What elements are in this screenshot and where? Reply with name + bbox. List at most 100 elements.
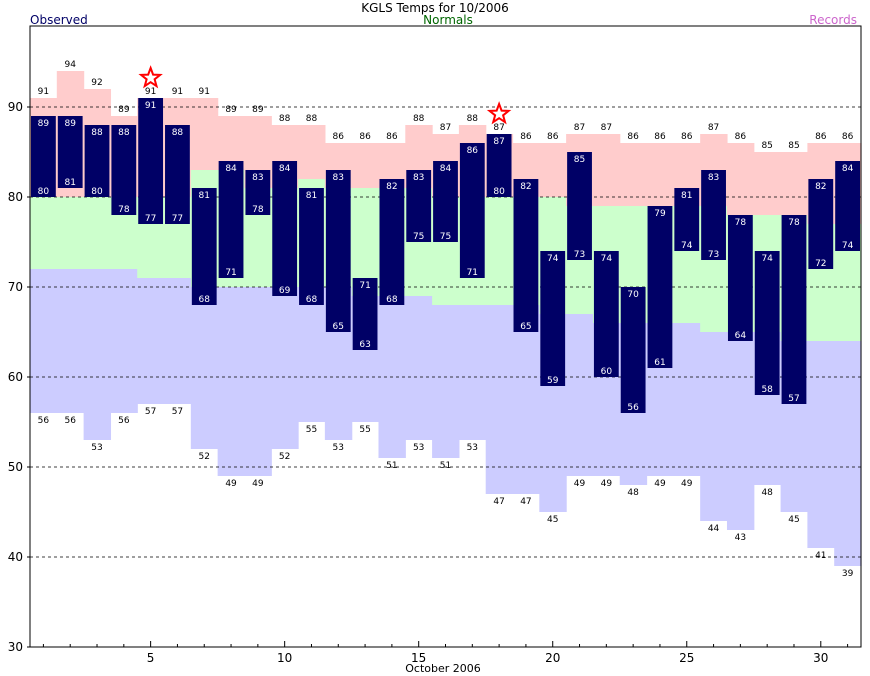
observed-bar bbox=[647, 206, 673, 368]
record-low-label: 47 bbox=[520, 497, 531, 507]
normal-band bbox=[485, 197, 514, 305]
record-high-label: 86 bbox=[735, 132, 747, 142]
observed-low-label: 72 bbox=[815, 259, 826, 269]
record-low-label: 53 bbox=[333, 443, 344, 453]
record-low-band bbox=[458, 305, 487, 440]
record-low-label: 57 bbox=[145, 407, 156, 417]
record-high-band bbox=[619, 143, 648, 206]
record-low-band bbox=[405, 296, 433, 440]
observed-bars-layer bbox=[31, 98, 860, 413]
observed-bar bbox=[379, 179, 405, 305]
observed-bar bbox=[191, 188, 217, 305]
record-low-band bbox=[83, 269, 112, 440]
record-low-label: 49 bbox=[681, 479, 693, 489]
record-high-label: 86 bbox=[627, 132, 639, 142]
record-high-label: 94 bbox=[64, 60, 76, 70]
data-labels-layer: 91 56 89 80 94 56 89 81 92 53 88 80 89 56 88 78 91 57 91 77… bbox=[38, 60, 854, 579]
record-low-band bbox=[110, 269, 138, 413]
y-tick-label: 40 bbox=[8, 550, 23, 564]
legend-normals: Normals bbox=[423, 13, 473, 27]
chart-title: KGLS Temps for 10/2006 bbox=[361, 1, 509, 15]
y-tick-label: 30 bbox=[8, 640, 23, 654]
observed-bar bbox=[406, 170, 432, 242]
record-low-band bbox=[726, 332, 755, 530]
x-tick-label: 5 bbox=[147, 651, 155, 665]
record-high-label: 92 bbox=[91, 78, 102, 88]
observed-high-label: 78 bbox=[788, 218, 800, 228]
record-low-label: 48 bbox=[627, 488, 639, 498]
record-low-label: 39 bbox=[842, 569, 854, 579]
record-high-band bbox=[592, 134, 621, 206]
record-high-label: 85 bbox=[761, 141, 772, 151]
observed-bar bbox=[540, 251, 566, 386]
observed-high-label: 88 bbox=[172, 128, 184, 138]
y-tick-label: 70 bbox=[8, 280, 23, 294]
record-high-label: 86 bbox=[681, 132, 693, 142]
observed-bar bbox=[781, 215, 807, 404]
observed-low-label: 57 bbox=[788, 394, 799, 404]
observed-low-label: 77 bbox=[172, 214, 183, 224]
observed-low-label: 64 bbox=[735, 331, 747, 341]
observed-bar bbox=[459, 143, 485, 278]
observed-low-label: 73 bbox=[708, 250, 719, 260]
observed-low-label: 74 bbox=[681, 241, 693, 251]
observed-high-label: 82 bbox=[815, 182, 826, 192]
observed-low-label: 77 bbox=[145, 214, 156, 224]
normal-band bbox=[30, 197, 58, 269]
record-low-label: 56 bbox=[64, 416, 76, 426]
record-low-label: 51 bbox=[440, 461, 451, 471]
record-high-band bbox=[298, 125, 326, 179]
observed-low-label: 69 bbox=[279, 286, 291, 296]
record-low-band bbox=[217, 287, 246, 476]
observed-high-label: 84 bbox=[279, 164, 291, 174]
y-tick-label: 50 bbox=[8, 460, 23, 474]
record-low-label: 49 bbox=[225, 479, 237, 489]
observed-low-label: 81 bbox=[64, 178, 75, 188]
observed-low-label: 80 bbox=[493, 187, 505, 197]
observed-low-label: 68 bbox=[306, 295, 318, 305]
record-high-band bbox=[780, 152, 808, 215]
observed-high-label: 83 bbox=[333, 173, 344, 183]
x-tick-label: 15 bbox=[411, 651, 426, 665]
record-high-label: 86 bbox=[386, 132, 398, 142]
record-low-band bbox=[30, 269, 58, 413]
record-low-label: 41 bbox=[815, 551, 826, 561]
observed-low-label: 74 bbox=[842, 241, 854, 251]
record-low-band bbox=[244, 287, 272, 476]
record-high-label: 87 bbox=[708, 123, 719, 133]
record-low-label: 53 bbox=[467, 443, 478, 453]
observed-high-label: 79 bbox=[654, 209, 666, 219]
record-high-label: 91 bbox=[38, 87, 49, 97]
record-high-label: 86 bbox=[520, 132, 532, 142]
observed-bar bbox=[84, 125, 110, 197]
observed-high-label: 85 bbox=[574, 155, 585, 165]
observed-high-label: 88 bbox=[91, 128, 103, 138]
observed-bar bbox=[138, 98, 164, 224]
observed-high-label: 82 bbox=[386, 182, 397, 192]
record-high-label: 86 bbox=[359, 132, 371, 142]
observed-bar bbox=[272, 161, 298, 296]
record-high-label: 89 bbox=[118, 105, 130, 115]
observed-bar bbox=[31, 116, 56, 197]
observed-bar bbox=[674, 188, 700, 251]
observed-high-label: 71 bbox=[359, 281, 370, 291]
observed-low-label: 78 bbox=[118, 205, 130, 215]
record-high-label: 88 bbox=[467, 114, 479, 124]
observed-low-label: 59 bbox=[547, 376, 559, 386]
legend-observed: Observed bbox=[30, 13, 88, 27]
normal-band bbox=[83, 197, 112, 269]
observed-high-label: 83 bbox=[252, 173, 263, 183]
record-low-label: 55 bbox=[359, 425, 370, 435]
record-high-label: 89 bbox=[225, 105, 237, 115]
observed-bar bbox=[352, 278, 378, 350]
record-low-label: 49 bbox=[252, 479, 264, 489]
observed-low-label: 75 bbox=[413, 232, 424, 242]
observed-high-label: 81 bbox=[681, 191, 692, 201]
record-low-label: 56 bbox=[118, 416, 130, 426]
normal-band bbox=[56, 197, 85, 269]
observed-high-label: 78 bbox=[735, 218, 747, 228]
record-star-icon bbox=[486, 101, 512, 125]
observed-bar bbox=[727, 215, 753, 341]
observed-bar bbox=[754, 251, 780, 395]
